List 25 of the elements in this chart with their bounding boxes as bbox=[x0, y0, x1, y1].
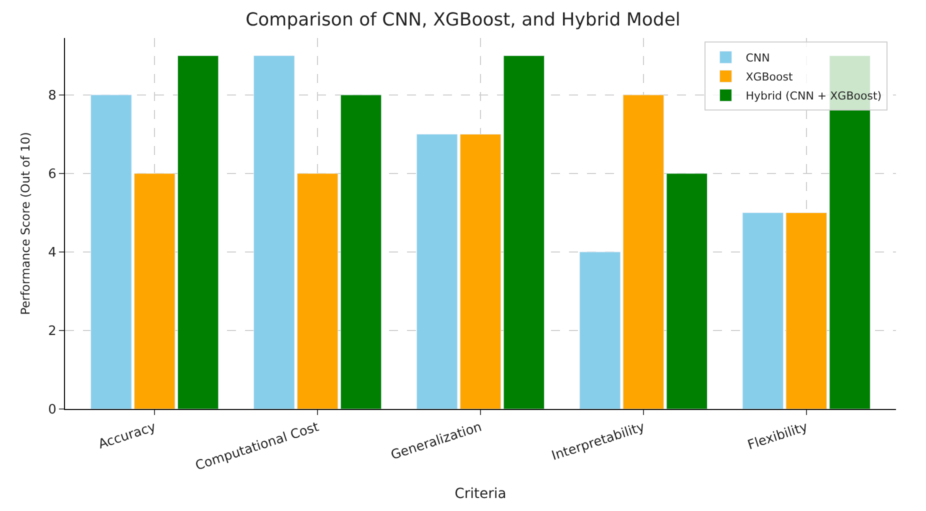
legend-label: XGBoost bbox=[746, 70, 794, 84]
bar bbox=[742, 212, 784, 409]
bar bbox=[177, 55, 219, 409]
chart-title: Comparison of CNN, XGBoost, and Hybrid Model bbox=[246, 9, 680, 30]
bar bbox=[579, 252, 621, 409]
y-tick-label: 2 bbox=[48, 324, 56, 340]
bar bbox=[460, 134, 502, 409]
bar bbox=[253, 55, 295, 409]
y-tick-label: 6 bbox=[48, 166, 56, 182]
y-tick-label: 8 bbox=[48, 88, 56, 104]
bar bbox=[340, 94, 382, 409]
bar bbox=[622, 94, 664, 409]
bar bbox=[503, 55, 545, 409]
y-tick-label: 4 bbox=[48, 246, 56, 261]
bar bbox=[296, 173, 338, 409]
bar bbox=[666, 173, 708, 409]
y-axis-title: Performance Score (Out of 10) bbox=[18, 132, 32, 315]
bar bbox=[416, 134, 458, 409]
bar bbox=[786, 212, 827, 409]
bar bbox=[134, 173, 176, 409]
bar bbox=[90, 94, 132, 409]
y-tick-label: 0 bbox=[48, 402, 56, 418]
x-axis-title: Criteria bbox=[454, 486, 506, 502]
legend-label: CNN bbox=[746, 52, 770, 64]
legend-label: Hybrid (CNN + XGBoost) bbox=[746, 90, 882, 102]
